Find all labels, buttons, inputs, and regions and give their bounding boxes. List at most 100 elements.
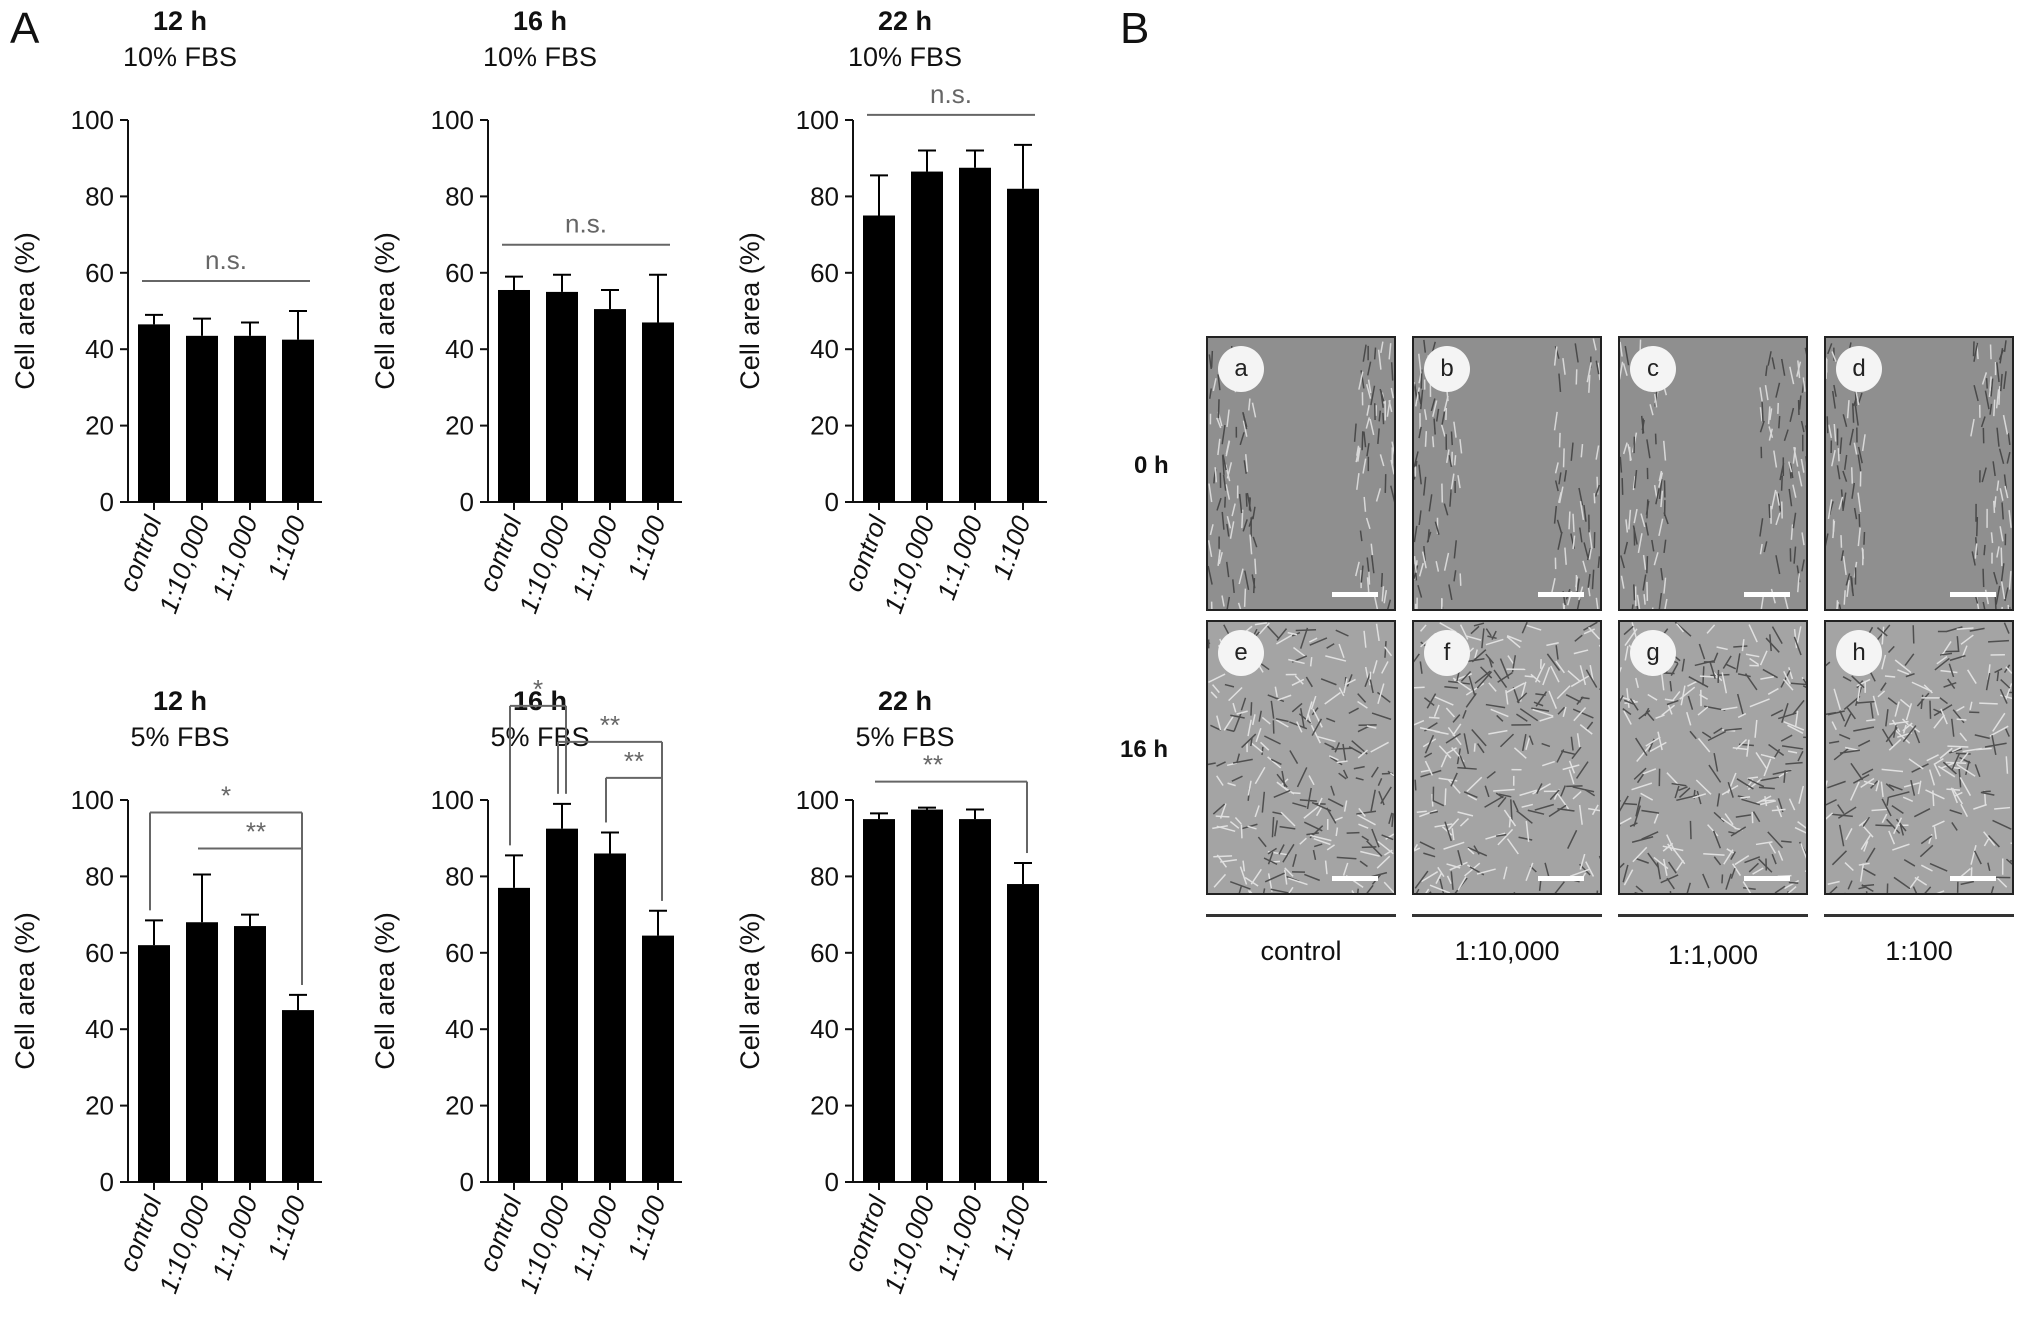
y-tick-label: 60 bbox=[85, 258, 114, 288]
significance-label: ** bbox=[246, 816, 266, 846]
x-tick-label: control bbox=[838, 511, 893, 596]
micrograph-badge: a bbox=[1218, 346, 1264, 392]
bar bbox=[1007, 884, 1039, 1182]
significance-label: ** bbox=[923, 750, 943, 780]
y-tick-label: 40 bbox=[445, 334, 474, 364]
y-tick-label: 0 bbox=[825, 487, 839, 517]
significance-label: * bbox=[221, 780, 231, 810]
y-tick-label: 60 bbox=[85, 938, 114, 968]
significance-label: n.s. bbox=[930, 79, 972, 109]
micrograph-image: a bbox=[1206, 336, 1396, 611]
bar bbox=[186, 336, 218, 502]
scale-bar bbox=[1538, 592, 1584, 597]
y-tick-label: 20 bbox=[445, 411, 474, 441]
y-tick-label: 80 bbox=[445, 861, 474, 891]
y-tick-label: 0 bbox=[460, 1167, 474, 1197]
row-label-16h: 16 h bbox=[1120, 736, 1168, 764]
y-tick-label: 100 bbox=[71, 785, 114, 815]
bar bbox=[959, 819, 991, 1182]
chart-svg: Cell area (%)020406080100control1:10,000… bbox=[360, 680, 720, 1340]
chart-svg: Cell area (%)020406080100control1:10,000… bbox=[360, 0, 720, 660]
chart-svg: Cell area (%)020406080100control1:10,000… bbox=[725, 0, 1085, 660]
micrograph-badge: d bbox=[1836, 346, 1882, 392]
bar bbox=[234, 926, 266, 1182]
micrograph-image: f bbox=[1412, 620, 1602, 895]
micrograph-image: e bbox=[1206, 620, 1396, 895]
bar bbox=[863, 819, 895, 1182]
group-label-control: control bbox=[1201, 936, 1401, 967]
y-tick-label: 40 bbox=[85, 334, 114, 364]
micrograph-badge: f bbox=[1424, 630, 1470, 676]
bar bbox=[1007, 189, 1039, 502]
scale-bar bbox=[1744, 592, 1790, 597]
y-tick-label: 60 bbox=[810, 938, 839, 968]
y-tick-label: 20 bbox=[445, 1091, 474, 1121]
micrograph-badge: h bbox=[1836, 630, 1882, 676]
y-tick-label: 40 bbox=[85, 1014, 114, 1044]
significance-label: n.s. bbox=[565, 209, 607, 239]
x-tick-label: control bbox=[113, 511, 168, 596]
y-tick-label: 20 bbox=[810, 411, 839, 441]
bar bbox=[863, 216, 895, 503]
bar bbox=[498, 888, 530, 1182]
y-tick-label: 40 bbox=[810, 334, 839, 364]
micrograph-badge: b bbox=[1424, 346, 1470, 392]
micrograph-image: b bbox=[1412, 336, 1602, 611]
bar bbox=[282, 1010, 314, 1182]
group-underline bbox=[1824, 914, 2014, 917]
y-tick-label: 100 bbox=[431, 785, 474, 815]
y-tick-label: 60 bbox=[810, 258, 839, 288]
y-tick-label: 40 bbox=[445, 1014, 474, 1044]
y-axis-label: Cell area (%) bbox=[735, 912, 765, 1070]
panel-label-b: B bbox=[1120, 4, 1149, 54]
scale-bar bbox=[1950, 592, 1996, 597]
scale-bar bbox=[1744, 876, 1790, 881]
chart-svg: Cell area (%)020406080100control1:10,000… bbox=[0, 0, 360, 660]
micrograph-image: d bbox=[1824, 336, 2014, 611]
y-axis-label: Cell area (%) bbox=[10, 912, 40, 1070]
scale-bar bbox=[1332, 876, 1378, 881]
bar bbox=[642, 936, 674, 1182]
y-tick-label: 20 bbox=[85, 1091, 114, 1121]
significance-label: ** bbox=[600, 710, 620, 740]
micrograph-badge: e bbox=[1218, 630, 1264, 676]
x-tick-label: 1:100 bbox=[986, 511, 1037, 583]
bar bbox=[186, 922, 218, 1182]
y-tick-label: 20 bbox=[810, 1091, 839, 1121]
y-tick-label: 60 bbox=[445, 258, 474, 288]
group-label-1-1000: 1:1,000 bbox=[1613, 940, 1813, 971]
x-tick-label: 1:100 bbox=[261, 1191, 312, 1263]
scale-bar bbox=[1538, 876, 1584, 881]
y-tick-label: 80 bbox=[85, 181, 114, 211]
micrograph-image: c bbox=[1618, 336, 1808, 611]
bar bbox=[546, 829, 578, 1182]
micrograph-badge: g bbox=[1630, 630, 1676, 676]
bar bbox=[234, 336, 266, 502]
y-tick-label: 100 bbox=[796, 785, 839, 815]
x-tick-label: control bbox=[473, 1191, 528, 1276]
x-tick-label: 1:100 bbox=[621, 511, 672, 583]
group-underline bbox=[1412, 914, 1602, 917]
bar bbox=[594, 853, 626, 1182]
y-tick-label: 100 bbox=[431, 105, 474, 135]
y-tick-label: 100 bbox=[71, 105, 114, 135]
y-axis-label: Cell area (%) bbox=[10, 232, 40, 390]
y-axis-label: Cell area (%) bbox=[370, 232, 400, 390]
y-tick-label: 0 bbox=[100, 487, 114, 517]
y-tick-label: 60 bbox=[445, 938, 474, 968]
y-axis-label: Cell area (%) bbox=[735, 232, 765, 390]
x-tick-label: control bbox=[838, 1191, 893, 1276]
bar bbox=[911, 810, 943, 1182]
y-tick-label: 0 bbox=[100, 1167, 114, 1197]
group-underline bbox=[1206, 914, 1396, 917]
bar bbox=[594, 309, 626, 502]
bar bbox=[959, 168, 991, 502]
significance-label: * bbox=[533, 674, 543, 704]
y-tick-label: 80 bbox=[85, 861, 114, 891]
group-label-1-100: 1:100 bbox=[1819, 936, 2019, 967]
y-tick-label: 80 bbox=[810, 861, 839, 891]
chart-svg: Cell area (%)020406080100control1:10,000… bbox=[725, 680, 1085, 1340]
